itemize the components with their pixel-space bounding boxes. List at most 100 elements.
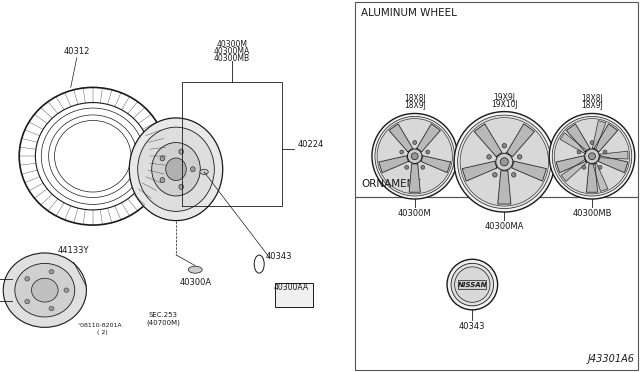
Ellipse shape — [160, 156, 164, 161]
Polygon shape — [389, 124, 413, 152]
Ellipse shape — [15, 263, 75, 317]
Ellipse shape — [179, 149, 184, 154]
Ellipse shape — [25, 299, 30, 304]
Ellipse shape — [129, 118, 223, 221]
Text: 40300AA: 40300AA — [274, 283, 308, 292]
Text: 18X8J: 18X8J — [581, 94, 603, 103]
Circle shape — [603, 150, 607, 154]
Circle shape — [454, 267, 490, 302]
Bar — [355, 197, 638, 370]
Circle shape — [585, 149, 599, 164]
Polygon shape — [600, 151, 628, 159]
Text: 40343: 40343 — [459, 322, 486, 331]
Circle shape — [447, 259, 498, 310]
Text: 40224: 40224 — [298, 140, 324, 149]
Polygon shape — [556, 156, 586, 173]
Polygon shape — [593, 163, 608, 191]
Polygon shape — [462, 161, 497, 181]
Text: ORNAMENT: ORNAMENT — [361, 179, 421, 189]
Circle shape — [598, 166, 602, 169]
Polygon shape — [598, 156, 628, 173]
Ellipse shape — [188, 266, 202, 273]
Circle shape — [412, 153, 418, 160]
Text: 18X9J: 18X9J — [581, 102, 603, 110]
Text: 40300A: 40300A — [179, 278, 211, 286]
Ellipse shape — [25, 276, 30, 281]
Circle shape — [511, 173, 516, 177]
Circle shape — [502, 144, 507, 148]
Polygon shape — [560, 133, 587, 153]
Circle shape — [421, 166, 425, 169]
Circle shape — [375, 116, 454, 196]
Text: 40300MA: 40300MA — [484, 222, 524, 231]
Circle shape — [577, 150, 581, 154]
Ellipse shape — [3, 253, 86, 327]
Ellipse shape — [191, 167, 195, 172]
Ellipse shape — [138, 127, 214, 211]
Ellipse shape — [31, 278, 58, 302]
Circle shape — [517, 155, 522, 159]
Circle shape — [493, 173, 497, 177]
Polygon shape — [566, 124, 590, 152]
Text: NISSAN: NISSAN — [458, 282, 487, 288]
Ellipse shape — [179, 184, 184, 189]
Circle shape — [426, 150, 429, 154]
Text: °08110-8201A: °08110-8201A — [77, 323, 122, 328]
Polygon shape — [512, 161, 547, 181]
Text: 40300MA: 40300MA — [214, 47, 250, 56]
Text: J43301A6: J43301A6 — [588, 354, 635, 364]
Text: 18X9J: 18X9J — [404, 102, 426, 110]
Ellipse shape — [160, 177, 164, 183]
Text: 44133Y: 44133Y — [58, 246, 90, 255]
Circle shape — [549, 113, 635, 199]
Bar — [355, 2, 638, 197]
Circle shape — [404, 166, 408, 169]
Circle shape — [400, 150, 404, 154]
Circle shape — [377, 119, 452, 194]
Text: 40300MB: 40300MB — [214, 54, 250, 63]
Polygon shape — [379, 156, 408, 173]
Text: 19X10J: 19X10J — [491, 100, 518, 109]
Ellipse shape — [152, 142, 200, 196]
Polygon shape — [586, 164, 598, 192]
Polygon shape — [417, 124, 440, 152]
Circle shape — [590, 141, 594, 144]
Circle shape — [582, 166, 586, 169]
Polygon shape — [507, 124, 534, 157]
Text: 19X9J: 19X9J — [493, 93, 515, 102]
Text: 40300M: 40300M — [216, 39, 247, 48]
Text: (40700M): (40700M) — [147, 320, 180, 326]
Polygon shape — [421, 156, 451, 173]
Text: 40312: 40312 — [63, 47, 90, 56]
Circle shape — [496, 153, 513, 170]
Text: 18X8J: 18X8J — [404, 94, 426, 103]
Circle shape — [372, 113, 458, 199]
Text: SEC.253: SEC.253 — [148, 312, 178, 318]
Polygon shape — [409, 164, 420, 192]
Circle shape — [454, 112, 554, 212]
Text: 40300MB: 40300MB — [572, 209, 612, 218]
Polygon shape — [561, 160, 587, 181]
Circle shape — [589, 153, 595, 160]
Text: 40343: 40343 — [266, 251, 292, 260]
Polygon shape — [593, 121, 606, 149]
Ellipse shape — [49, 306, 54, 311]
FancyBboxPatch shape — [275, 283, 313, 307]
Text: 40300M: 40300M — [398, 209, 431, 218]
Ellipse shape — [49, 270, 54, 274]
FancyBboxPatch shape — [458, 280, 486, 289]
Polygon shape — [498, 171, 511, 204]
Text: ( 2): ( 2) — [97, 330, 108, 335]
Ellipse shape — [200, 169, 208, 174]
Ellipse shape — [166, 158, 186, 180]
Circle shape — [413, 141, 417, 144]
Circle shape — [487, 155, 492, 159]
Circle shape — [554, 119, 630, 194]
Ellipse shape — [64, 288, 69, 292]
Circle shape — [460, 118, 548, 206]
Circle shape — [408, 149, 422, 164]
Circle shape — [500, 158, 508, 166]
Circle shape — [458, 115, 551, 209]
Circle shape — [451, 263, 493, 306]
Text: ALUMINUM WHEEL: ALUMINUM WHEEL — [361, 8, 457, 18]
